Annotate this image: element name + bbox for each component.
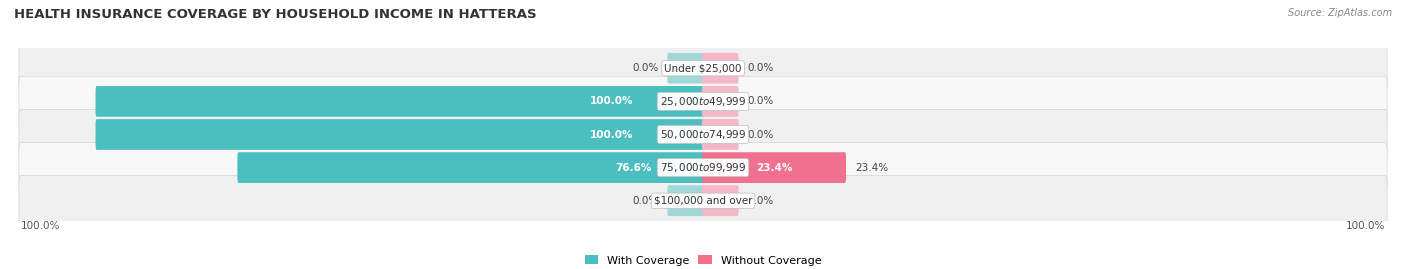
Legend: With Coverage, Without Coverage: With Coverage, Without Coverage <box>581 251 825 269</box>
FancyBboxPatch shape <box>96 119 704 150</box>
Text: 100.0%: 100.0% <box>591 129 634 140</box>
Text: $50,000 to $74,999: $50,000 to $74,999 <box>659 128 747 141</box>
Text: 0.0%: 0.0% <box>631 196 658 206</box>
Text: $100,000 and over: $100,000 and over <box>654 196 752 206</box>
Text: 100.0%: 100.0% <box>591 96 634 107</box>
Text: 0.0%: 0.0% <box>748 129 775 140</box>
FancyBboxPatch shape <box>702 53 738 84</box>
FancyBboxPatch shape <box>668 185 704 216</box>
Text: 23.4%: 23.4% <box>855 162 889 173</box>
FancyBboxPatch shape <box>18 76 1388 126</box>
Text: 100.0%: 100.0% <box>21 221 60 231</box>
FancyBboxPatch shape <box>18 43 1388 93</box>
FancyBboxPatch shape <box>18 109 1388 160</box>
Text: 0.0%: 0.0% <box>748 63 775 73</box>
FancyBboxPatch shape <box>96 86 704 117</box>
Text: $75,000 to $99,999: $75,000 to $99,999 <box>659 161 747 174</box>
Text: Under $25,000: Under $25,000 <box>664 63 742 73</box>
Text: 23.4%: 23.4% <box>756 162 792 173</box>
FancyBboxPatch shape <box>18 176 1388 226</box>
Text: $25,000 to $49,999: $25,000 to $49,999 <box>659 95 747 108</box>
Text: Source: ZipAtlas.com: Source: ZipAtlas.com <box>1288 8 1392 18</box>
Text: 100.0%: 100.0% <box>1346 221 1385 231</box>
Text: HEALTH INSURANCE COVERAGE BY HOUSEHOLD INCOME IN HATTERAS: HEALTH INSURANCE COVERAGE BY HOUSEHOLD I… <box>14 8 537 21</box>
FancyBboxPatch shape <box>702 152 846 183</box>
FancyBboxPatch shape <box>18 143 1388 193</box>
FancyBboxPatch shape <box>238 152 704 183</box>
FancyBboxPatch shape <box>668 53 704 84</box>
FancyBboxPatch shape <box>702 185 738 216</box>
Text: 76.6%: 76.6% <box>616 162 651 173</box>
FancyBboxPatch shape <box>702 86 738 117</box>
Text: 0.0%: 0.0% <box>631 63 658 73</box>
FancyBboxPatch shape <box>702 119 738 150</box>
Text: 0.0%: 0.0% <box>748 96 775 107</box>
Text: 0.0%: 0.0% <box>748 196 775 206</box>
